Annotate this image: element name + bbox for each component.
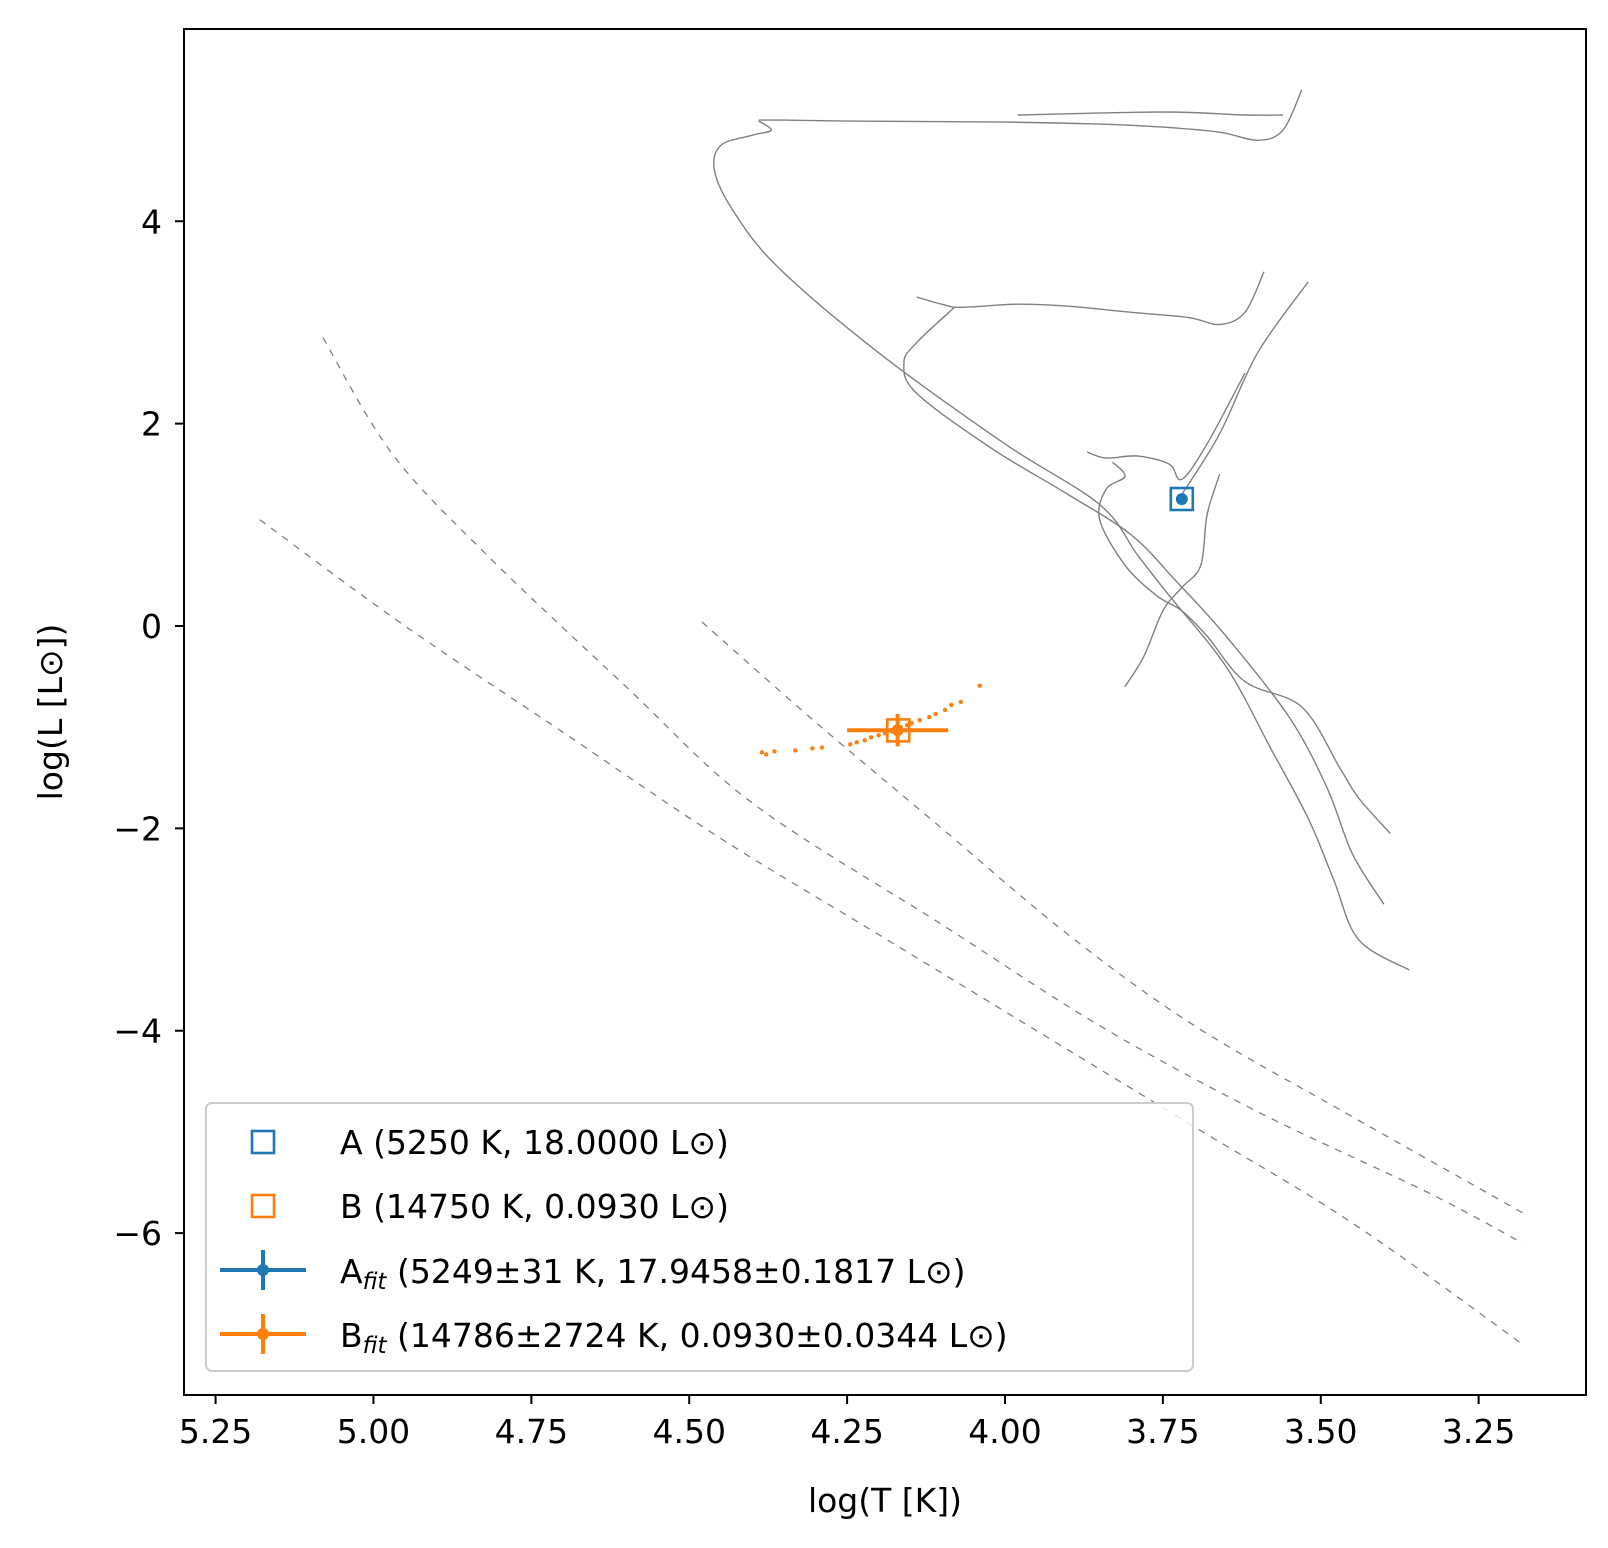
y-tick-label-3: −2	[113, 809, 162, 848]
b-sample-point-20	[942, 707, 948, 713]
cooling-line-0	[322, 337, 1524, 1244]
x-tick-label-1: 5.00	[337, 1412, 410, 1451]
b-fit-point	[891, 724, 904, 737]
legend-bfit-sub: fit	[363, 1333, 388, 1359]
y-tick-label-2: 0	[141, 607, 162, 646]
b-sample-point-1	[764, 752, 769, 757]
evolution-track-3	[916, 271, 1265, 326]
x-tick-label-6: 3.75	[1126, 1412, 1199, 1451]
legend-label-a: A (5250 K, 18.0000 L⊙)	[340, 1123, 729, 1162]
evolution-tracks	[713, 89, 1410, 971]
y-tick-label-0: 4	[141, 202, 162, 241]
evolution-track-2	[713, 120, 1410, 971]
b-sample-point-6	[848, 742, 853, 747]
b-sample-point-0	[759, 750, 765, 755]
legend-dot-bfit	[257, 1328, 269, 1340]
legend-marker-a	[250, 1129, 276, 1155]
legend-dot-afit	[257, 1264, 269, 1276]
x-tick-label-8: 3.25	[1442, 1412, 1515, 1451]
b-sample-point-3	[793, 748, 798, 753]
b-sample-point-4	[810, 746, 815, 751]
b-sample-point-21	[949, 702, 954, 708]
evolution-track-6	[1098, 461, 1391, 834]
y-tick-label-5: −6	[113, 1214, 162, 1253]
b-sample-point-9	[868, 735, 874, 740]
x-tick-label-0: 5.25	[179, 1412, 252, 1451]
x-tick-label-3: 4.50	[652, 1412, 725, 1451]
legend-afit-sub: fit	[363, 1269, 388, 1295]
plot-area-frame	[183, 28, 1587, 1396]
legend-bfit-base: B	[340, 1316, 363, 1355]
x-axis-label: log(T [K])	[808, 1481, 962, 1520]
b-sample-point-10	[876, 733, 881, 738]
x-axis-ticks: 5.25 5.00 4.75 4.50 4.25 4.00 3.75 3.50 3.25	[179, 1395, 1515, 1451]
evolution-track-1	[1017, 111, 1283, 116]
legend-afit-base: A	[340, 1252, 363, 1291]
cooling-lines	[259, 337, 1524, 1345]
b-sample-point-5	[819, 745, 825, 750]
evolution-track-7	[1124, 473, 1221, 688]
legend: A (5250 K, 18.0000 L⊙) B (14750 K, 0.093…	[205, 1102, 1194, 1372]
a-fit-point	[1175, 493, 1188, 506]
x-tick-label-2: 4.75	[495, 1412, 568, 1451]
x-tick-label-7: 3.50	[1284, 1412, 1357, 1451]
x-tick-label-5: 4.00	[968, 1412, 1041, 1451]
b-sample-point-7	[854, 740, 859, 745]
cooling-line-1	[259, 519, 1524, 1345]
legend-label-afit: Afit (5249±31 K, 17.9458±0.1817 L⊙)	[340, 1252, 966, 1295]
legend-marker-b	[250, 1193, 276, 1219]
b-sample-point-19	[933, 711, 938, 717]
b-sample-point-17	[917, 717, 922, 723]
y-axis-label: log(L [L⊙])	[31, 624, 70, 801]
b-sample-point-23	[977, 683, 982, 688]
legend-label-b: B (14750 K, 0.0930 L⊙)	[340, 1187, 729, 1226]
evolution-track-4	[903, 306, 1385, 905]
marker-b-0	[885, 718, 911, 743]
legend-afit-rest: (5249±31 K, 17.9458±0.1817 L⊙)	[386, 1252, 965, 1291]
y-tick-label-1: 2	[141, 405, 162, 444]
marker-a-0	[1169, 486, 1195, 512]
y-axis-ticks: 4 2 0 −2 −4 −6	[113, 202, 184, 1253]
legend-label-bfit: Bfit (14786±2724 K, 0.0930±0.0344 L⊙)	[340, 1316, 1008, 1359]
cooling-line-2	[701, 621, 1524, 1214]
data-points	[759, 486, 1195, 757]
evolution-track-8	[1181, 281, 1309, 495]
legend-box	[205, 1102, 1194, 1372]
evolution-track-0	[758, 89, 1303, 142]
b-sample-point-22	[958, 699, 963, 705]
legend-bfit-rest: (14786±2724 K, 0.0930±0.0344 L⊙)	[387, 1316, 1008, 1355]
b-sample-point-18	[927, 714, 932, 720]
evolution-track-5	[1086, 372, 1246, 481]
x-tick-label-4: 4.25	[810, 1412, 883, 1451]
y-tick-label-4: −4	[113, 1012, 162, 1051]
b-sample-point-2	[772, 749, 777, 754]
b-sample-point-8	[862, 738, 867, 743]
